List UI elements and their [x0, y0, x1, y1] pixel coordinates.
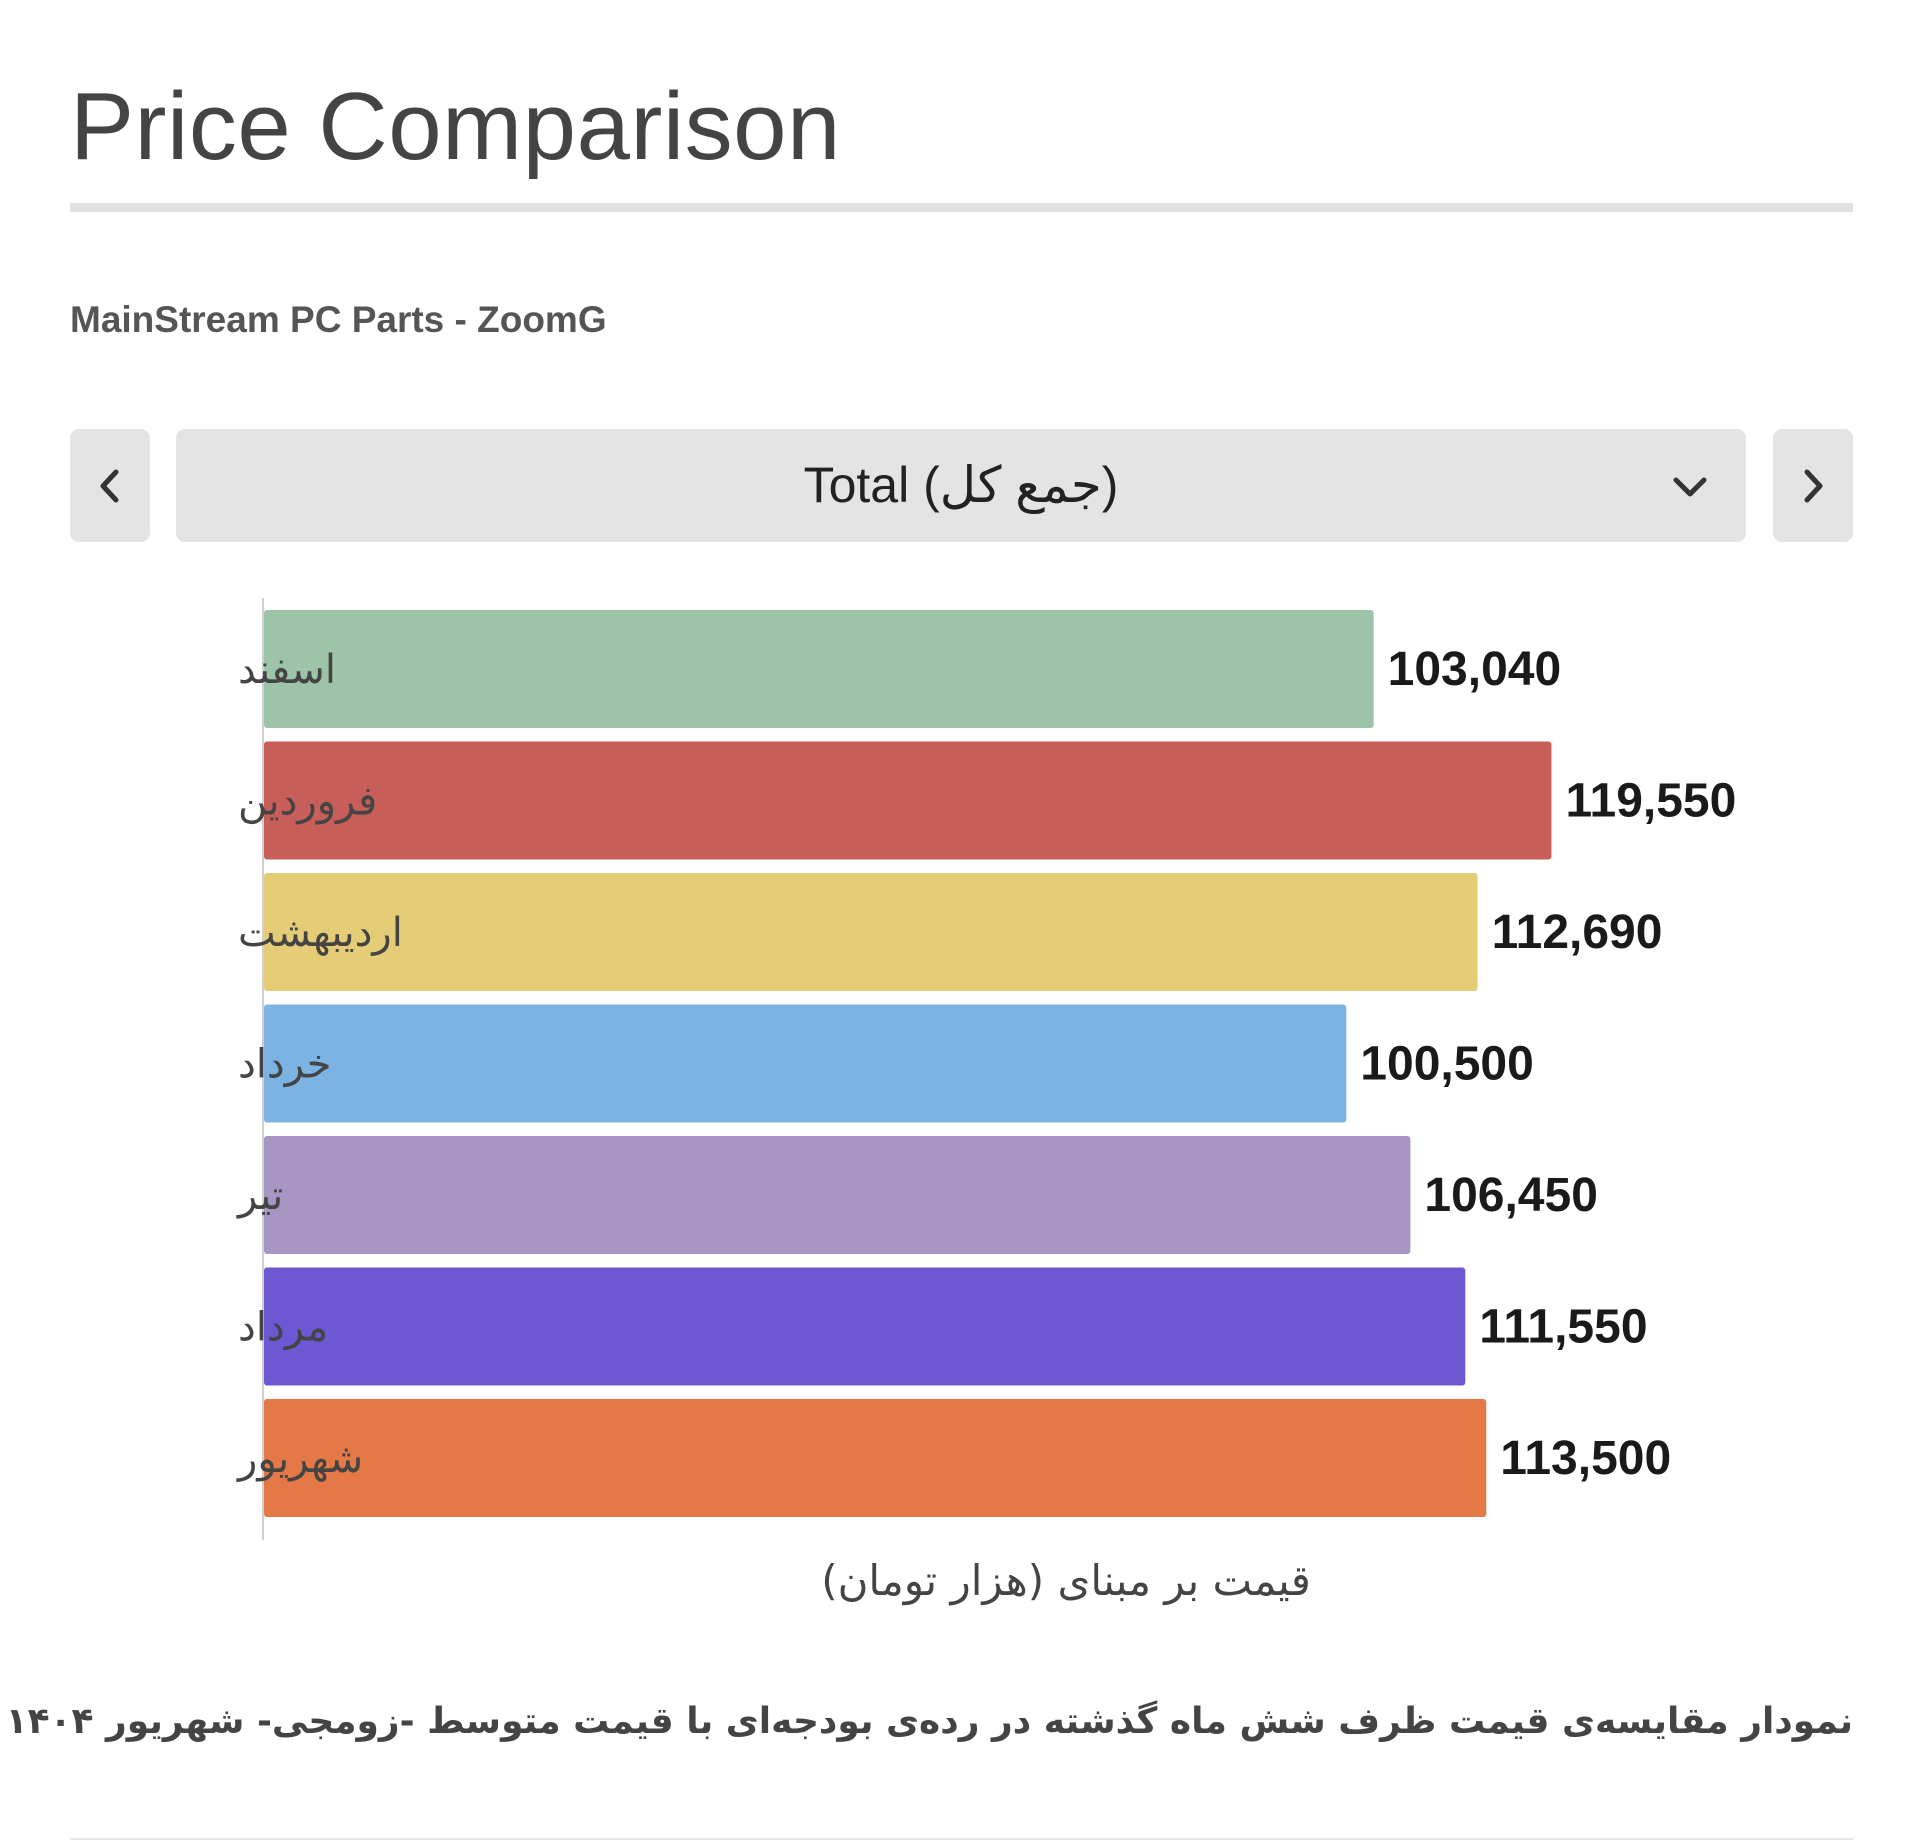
bar: [264, 741, 1552, 860]
category-label: فروردین: [238, 779, 377, 825]
category-label: اسفند: [238, 647, 336, 693]
bar: [264, 1004, 1347, 1123]
bar: [264, 1399, 1487, 1517]
title-divider: [70, 203, 1853, 212]
chevron-left-icon: [100, 469, 119, 502]
page-title: Price Comparison: [70, 73, 841, 180]
previous-button[interactable]: [70, 429, 150, 542]
data-label: 119,550: [1565, 775, 1736, 828]
bar: [264, 873, 1478, 991]
data-label: 111,550: [1479, 1301, 1647, 1354]
category-label: تیر: [236, 1173, 283, 1219]
category-label: اردیبهشت: [238, 910, 403, 956]
next-button[interactable]: [1773, 429, 1853, 542]
bar-chart: 103,040 اسفند 119,550 فروردین 112,690 اردیبهش…: [236, 598, 1736, 1605]
selected-option: Total (جمع کل): [803, 457, 1119, 513]
data-label: 112,690: [1492, 906, 1663, 959]
category-label: مرداد: [238, 1305, 328, 1351]
chevron-right-icon: [1804, 469, 1823, 502]
category-label: خرداد: [238, 1042, 332, 1088]
data-label: 106,450: [1424, 1169, 1598, 1222]
chevron-down-icon: [1673, 477, 1707, 497]
data-label: 103,040: [1388, 643, 1562, 696]
category-label: شهریور: [236, 1436, 363, 1482]
data-label: 100,500: [1360, 1038, 1534, 1091]
chart-subtitle: MainStream PC Parts - ZoomG: [70, 299, 607, 340]
bar: [264, 1267, 1466, 1386]
x-axis-label: قیمت بر مبنای (هزار تومان): [821, 1556, 1311, 1605]
chart-caption: نمودار مقایسه‌ی قیمت ظرف شش ماه گذشته در…: [5, 1701, 1853, 1742]
data-label: 113,500: [1500, 1432, 1671, 1485]
chart-selector-dropdown[interactable]: Total (جمع کل): [176, 429, 1746, 542]
bottom-divider: [70, 1838, 1853, 1840]
bar: [264, 1136, 1411, 1254]
bar: [264, 610, 1374, 728]
